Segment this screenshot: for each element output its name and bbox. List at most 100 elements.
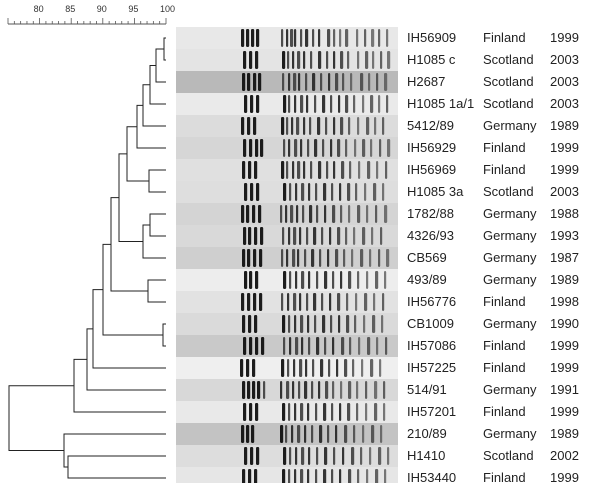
gel-band — [315, 183, 318, 201]
gel-band — [386, 249, 390, 267]
gel-band — [382, 183, 385, 201]
gel-band — [248, 469, 252, 483]
gel-band — [286, 249, 289, 267]
gel-band — [318, 381, 321, 399]
scale-tick-label: 85 — [65, 4, 76, 14]
gel-lane — [176, 71, 398, 93]
gel-lane — [176, 335, 398, 357]
gel-band — [365, 403, 368, 421]
gel-band — [318, 29, 321, 47]
gel-band — [385, 161, 388, 179]
isolate-year: 1999 — [550, 360, 579, 375]
gel-band — [345, 227, 348, 245]
gel-band — [289, 447, 292, 465]
scale-tick-label: 90 — [96, 4, 107, 14]
gel-band — [319, 249, 322, 267]
isolate-country: Germany — [483, 382, 537, 397]
gel-band — [376, 337, 379, 355]
isolate-country: Finland — [483, 404, 526, 419]
gel-lane — [176, 181, 398, 203]
gel-band — [345, 29, 349, 47]
gel-band — [370, 95, 374, 113]
gel-band — [247, 249, 251, 267]
gel-band — [329, 293, 332, 311]
gel-band — [315, 469, 318, 483]
gel-band — [281, 29, 284, 47]
gel-band — [288, 469, 291, 483]
gel-band — [365, 381, 368, 399]
gel-band — [288, 227, 291, 245]
gel-band — [356, 403, 359, 421]
gel-band — [310, 51, 313, 69]
gel-band — [291, 425, 294, 443]
gel-band — [309, 205, 313, 223]
gel-band — [332, 271, 335, 289]
gel-band — [298, 73, 301, 91]
gel-lane — [176, 445, 398, 467]
gel-band — [301, 183, 305, 201]
gel-band — [358, 337, 361, 355]
isolate-id: IH56929 — [407, 140, 457, 155]
gel-band — [373, 293, 376, 311]
scale-tick-label: 95 — [128, 4, 139, 14]
gel-band — [294, 403, 297, 421]
gel-band — [327, 249, 330, 267]
gel-band — [300, 403, 304, 421]
isolate-country: Germany — [483, 228, 537, 243]
gel-band — [386, 29, 389, 47]
gel-band — [281, 117, 285, 135]
gel-band — [312, 359, 315, 377]
gel-band — [363, 315, 366, 333]
gel-band — [306, 95, 309, 113]
gel-band — [251, 425, 255, 443]
gel-band — [283, 183, 287, 201]
gel-band — [291, 117, 294, 135]
isolate-year: 1988 — [550, 206, 579, 221]
gel-band — [348, 381, 352, 399]
gel-band — [283, 139, 286, 157]
gel-band — [240, 359, 244, 377]
isolate-year: 2002 — [550, 448, 579, 463]
similarity-scale — [7, 18, 167, 25]
gel-band — [248, 227, 252, 245]
gel-band — [345, 95, 349, 113]
gel-band — [311, 249, 315, 267]
gel-band — [374, 381, 378, 399]
gel-band — [332, 337, 335, 355]
gel-band — [330, 139, 333, 157]
gel-band — [244, 95, 248, 113]
gel-band — [357, 117, 360, 135]
gel-band — [364, 29, 367, 47]
gel-band — [305, 73, 308, 91]
gel-band — [241, 425, 245, 443]
gel-band — [301, 337, 304, 355]
gel-band — [249, 51, 253, 69]
gel-band — [348, 469, 352, 483]
gel-band — [289, 337, 292, 355]
gel-band — [287, 359, 290, 377]
gel-band — [254, 469, 258, 483]
gel-band — [286, 161, 289, 179]
isolate-id: H2687 — [407, 74, 446, 89]
gel-band — [319, 425, 323, 443]
gel-band — [342, 73, 345, 91]
gel-band — [344, 359, 348, 377]
isolate-id: IH56969 — [407, 162, 457, 177]
isolate-year: 1999 — [550, 30, 579, 45]
gel-band — [247, 381, 251, 399]
gel-band — [242, 315, 246, 333]
gel-band — [247, 117, 251, 135]
gel-band — [318, 51, 322, 69]
gel-band — [244, 447, 248, 465]
gel-band — [331, 183, 334, 201]
gel-band — [241, 117, 245, 135]
gel-band — [300, 139, 303, 157]
gel-band — [288, 73, 291, 91]
gel-band — [253, 249, 257, 267]
gel-band — [306, 293, 309, 311]
gel-band — [332, 381, 335, 399]
gel-band — [288, 139, 291, 157]
gel-band — [362, 95, 365, 113]
gel-band — [286, 381, 290, 399]
gel-band — [259, 249, 263, 267]
